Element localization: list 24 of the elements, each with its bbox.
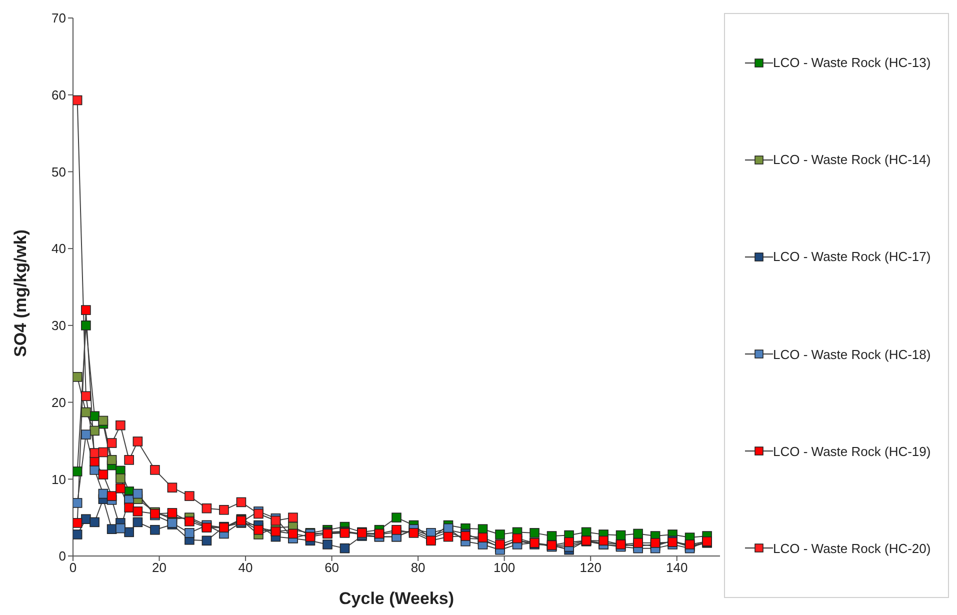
- y-tick-label: 50: [52, 164, 66, 180]
- legend-label: LCO - Waste Rock (HC-17): [773, 249, 931, 264]
- x-tick-label: 40: [238, 560, 253, 576]
- y-tick-label: 0: [58, 548, 66, 564]
- y-tick-label: 40: [52, 241, 66, 256]
- x-tick-label: 100: [493, 560, 516, 576]
- x-tick-label: 140: [666, 560, 688, 576]
- legend-label: LCO - Waste Rock (HC-14): [773, 152, 931, 168]
- legend-label: LCO - Waste Rock (HC-19): [773, 444, 931, 459]
- legend-label: LCO - Waste Rock (HC-20): [773, 540, 931, 556]
- x-tick-label: 120: [580, 560, 602, 576]
- x-tick-label: 60: [324, 560, 340, 576]
- y-tick-label: 60: [52, 87, 66, 102]
- x-axis-title: Cycle (Weeks): [339, 589, 454, 608]
- x-tick-label: 80: [410, 560, 426, 576]
- y-tick-label: 10: [52, 472, 66, 487]
- legend-label: LCO - Waste Rock (HC-18): [773, 346, 931, 362]
- legend-label: LCO - Waste Rock (HC-13): [773, 55, 931, 70]
- x-tick-label: 20: [152, 560, 166, 576]
- y-axis-title: SO4 (mg/kg/wk): [11, 229, 30, 357]
- y-tick-label: 70: [52, 10, 66, 26]
- y-tick-label: 20: [52, 394, 66, 410]
- y-tick-label: 30: [52, 318, 66, 334]
- x-tick-label: 0: [69, 560, 77, 576]
